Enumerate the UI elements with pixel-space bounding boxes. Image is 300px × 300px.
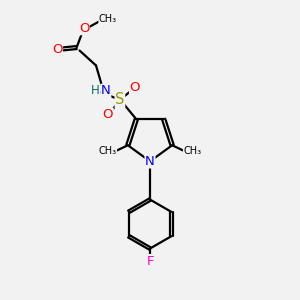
Text: O: O: [130, 81, 140, 94]
Text: O: O: [52, 43, 62, 56]
Text: CH₃: CH₃: [183, 146, 202, 156]
Text: CH₃: CH₃: [98, 146, 117, 156]
Text: O: O: [79, 22, 89, 34]
Text: F: F: [146, 255, 154, 268]
Text: S: S: [115, 92, 124, 107]
Text: N: N: [145, 155, 155, 168]
Text: N: N: [101, 84, 111, 97]
Text: O: O: [103, 108, 113, 121]
Text: CH₃: CH₃: [99, 14, 117, 24]
Text: H: H: [91, 84, 100, 97]
